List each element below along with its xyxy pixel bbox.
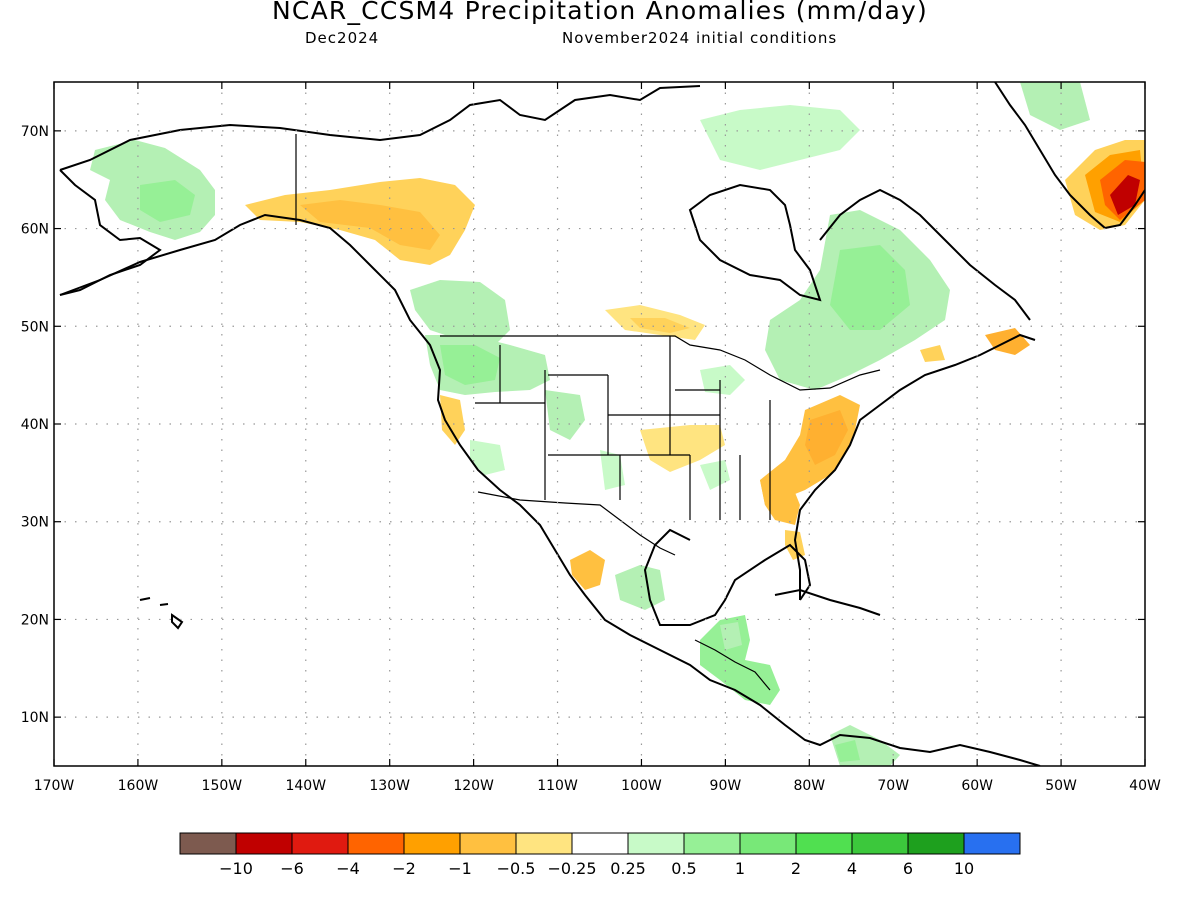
lat-tick-label: 50N [21, 319, 49, 335]
lon-tick-label: 100W [621, 778, 662, 794]
anomaly-sierra-madre [600, 450, 625, 490]
anomaly-california-coast [440, 395, 465, 445]
colorbar-swatch [235, 832, 293, 855]
lat-tick-label: 30N [21, 515, 49, 531]
colorbar-swatch [291, 832, 349, 855]
border-us-canada [440, 335, 881, 391]
anomaly-mississippi [700, 460, 730, 490]
axis-ticks: 10N 20N 30N 40N 50N 60N 70N 170W 160W 150W 140W 130… [21, 82, 1161, 794]
lon-tick-label: 110W [537, 778, 578, 794]
lon-tick-label: 130W [369, 778, 410, 794]
map-title: NCAR_CCSM4 Precipitation Anomalies (mm/d… [272, 0, 928, 25]
anomaly-southeast-alaska-core [300, 200, 440, 250]
coastline-cuba [774, 588, 881, 616]
coastline-greenland [994, 82, 1145, 230]
anomaly-colombia-venezuela-core [835, 740, 860, 762]
colorbar-label: 0.5 [671, 859, 696, 878]
coastline-gulf-mexico [643, 528, 812, 626]
coastline-labrador [819, 188, 1031, 321]
map-background [54, 82, 1145, 766]
colorbar-swatch [907, 832, 965, 855]
lon-tick-label: 160W [118, 778, 159, 794]
anomaly-british-columbia [410, 280, 510, 345]
colorbar-swatch [179, 832, 237, 855]
lon-tick-label: 90W [710, 778, 742, 794]
colorbar-swatch [347, 832, 405, 855]
lon-tick-label: 40W [1129, 778, 1161, 794]
coastline-alaska [59, 213, 1041, 766]
anomaly-western-mexico [570, 550, 605, 590]
colorbar-label: 1 [735, 859, 745, 878]
anomaly-mid-atlantic-core [805, 410, 848, 465]
colorbar-label: 2 [791, 859, 801, 878]
lon-tick-label: 170W [34, 778, 75, 794]
lat-tick-label: 40N [21, 417, 49, 433]
coastline-alaska-west [59, 169, 162, 296]
colorbar-label: 4 [847, 859, 857, 878]
lon-tick-label: 60W [961, 778, 993, 794]
anomaly-western-alaska-core [140, 180, 195, 222]
colorbar-swatch [795, 832, 853, 855]
colorbar-swatch [627, 832, 685, 855]
lat-tick-label: 10N [21, 710, 49, 726]
colorbar-label: −6 [280, 859, 304, 878]
colorbar-label: 0.25 [610, 859, 646, 878]
lat-tick-label: 20N [21, 612, 49, 628]
colorbar-label: 6 [903, 859, 913, 878]
anomaly-pacific-northwest-core [440, 345, 500, 385]
political-borders [295, 134, 881, 691]
anomaly-central-america [700, 615, 780, 705]
lon-tick-label: 50W [1045, 778, 1077, 794]
anomaly-nevada [470, 440, 505, 475]
colorbar-swatch [963, 832, 1021, 855]
lon-tick-label: 70W [877, 778, 909, 794]
lat-tick-label: 70N [21, 124, 49, 140]
anomaly-ohio-valley [700, 365, 745, 395]
coastlines [59, 82, 1145, 766]
lon-tick-label: 150W [202, 778, 243, 794]
anomaly-greenland-north [1020, 82, 1090, 130]
lon-tick-label: 120W [453, 778, 494, 794]
coastline-hawaii [139, 597, 184, 630]
anomaly-central-mexico [615, 565, 665, 610]
colorbar: −10 −6 −4 −2 −1 −0.5 −0.25 0.25 0.5 1 2 4 6 10 [179, 832, 1021, 878]
colorbar-label: −2 [392, 859, 416, 878]
colorbar-label: −10 [219, 859, 253, 878]
coastline-atlantic-us [793, 333, 1036, 600]
lon-tick-label: 140W [285, 778, 326, 794]
colorbar-swatch [683, 832, 741, 855]
colorbar-swatch [459, 832, 517, 855]
colorbar-label: −0.5 [497, 859, 536, 878]
border-us-mexico [477, 491, 676, 556]
anomaly-lake-superior-core [630, 318, 690, 333]
border-central-america [694, 639, 771, 691]
anomaly-baffin [700, 105, 860, 170]
anomaly-layer [90, 82, 1145, 766]
anomaly-quebec-labrador-core [830, 245, 910, 330]
anomaly-central-plains [640, 425, 725, 472]
colorbar-label: −1 [448, 859, 472, 878]
colorbar-swatch [739, 832, 797, 855]
colorbar-swatch [851, 832, 909, 855]
anomaly-greenland-tip [1110, 175, 1140, 215]
initial-conditions: November2024 initial conditions [562, 29, 838, 47]
coastline-bering [59, 85, 701, 171]
lat-tick-label: 60N [21, 222, 49, 238]
colorbar-swatch [571, 832, 629, 855]
colorbar-label: −4 [336, 859, 360, 878]
colorbar-swatch [515, 832, 573, 855]
colorbar-label: −0.25 [547, 859, 596, 878]
colorbar-swatch [403, 832, 461, 855]
border-states-grid [475, 336, 771, 520]
colorbar-label: 10 [954, 859, 974, 878]
lon-tick-label: 80W [793, 778, 825, 794]
coastline-hudson-bay [688, 183, 822, 302]
anomaly-northern-rockies [545, 390, 585, 440]
anomaly-nova-scotia [920, 345, 945, 362]
forecast-month: Dec2024 [305, 29, 380, 47]
